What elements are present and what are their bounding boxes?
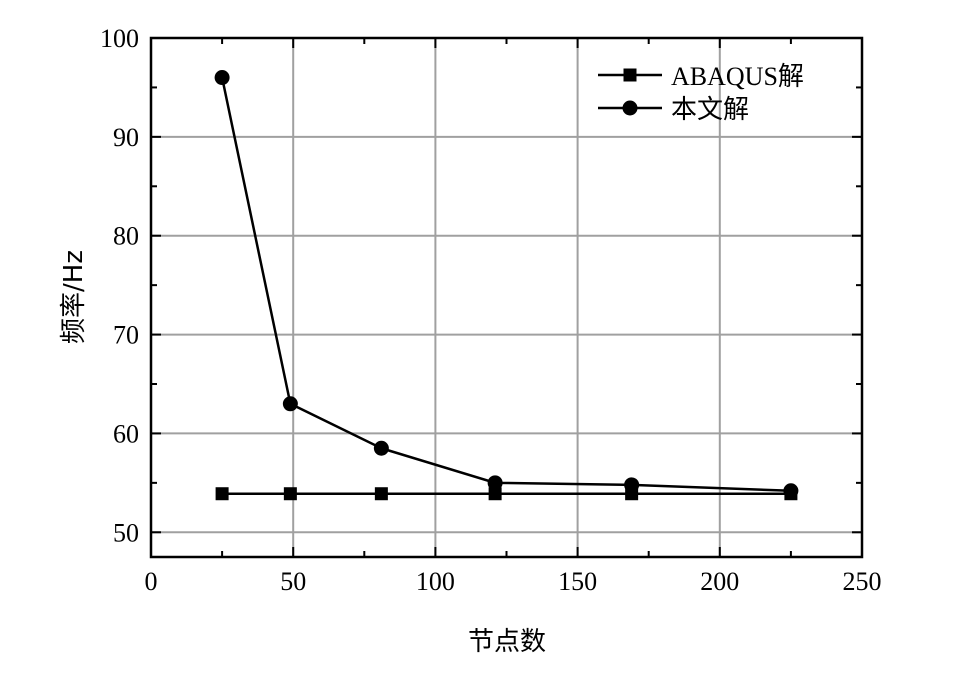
- legend-marker-square: [623, 68, 637, 82]
- data-point-circle: [282, 396, 298, 412]
- axis-ticks: [150, 37, 863, 557]
- data-point-circle: [624, 477, 640, 493]
- data-point-square: [283, 487, 297, 501]
- legend-item-abaqus: ABAQUS解: [598, 62, 804, 91]
- data-point-square: [374, 487, 388, 501]
- x-axis-title: 节点数: [468, 627, 546, 657]
- x-tick-label: 50: [280, 567, 306, 596]
- series-layer: [214, 70, 799, 501]
- x-tick-label: 250: [843, 567, 882, 596]
- data-point-square: [215, 487, 229, 501]
- y-tick-label: 60: [113, 419, 139, 448]
- data-point-circle: [214, 70, 230, 86]
- y-tick-label: 50: [113, 518, 139, 547]
- legend-label-present: 本文解: [671, 95, 749, 124]
- x-tick-label: 150: [558, 567, 597, 596]
- plot-area-frame: [149, 36, 864, 559]
- y-axis-title: 频率/Hz: [59, 250, 89, 344]
- grid: [151, 38, 862, 557]
- y-tick-label: 90: [113, 123, 139, 152]
- data-point-circle: [783, 483, 799, 499]
- legend-marker-circle: [622, 100, 638, 116]
- y-tick-label: 80: [113, 222, 139, 251]
- series-line-1: [220, 77, 791, 493]
- data-point-circle: [373, 440, 389, 456]
- x-tick-label: 200: [700, 567, 739, 596]
- data-point-circle: [487, 475, 503, 491]
- data-point-square: [488, 487, 502, 501]
- y-tick-label: 70: [113, 321, 139, 350]
- x-tick-label: 0: [145, 567, 158, 596]
- legend: ABAQUS解 本文解: [598, 62, 804, 124]
- x-tick-label: 100: [416, 567, 455, 596]
- legend-label-abaqus: ABAQUS解: [671, 62, 804, 91]
- legend-item-present: 本文解: [598, 95, 749, 124]
- y-tick-label: 100: [100, 24, 139, 53]
